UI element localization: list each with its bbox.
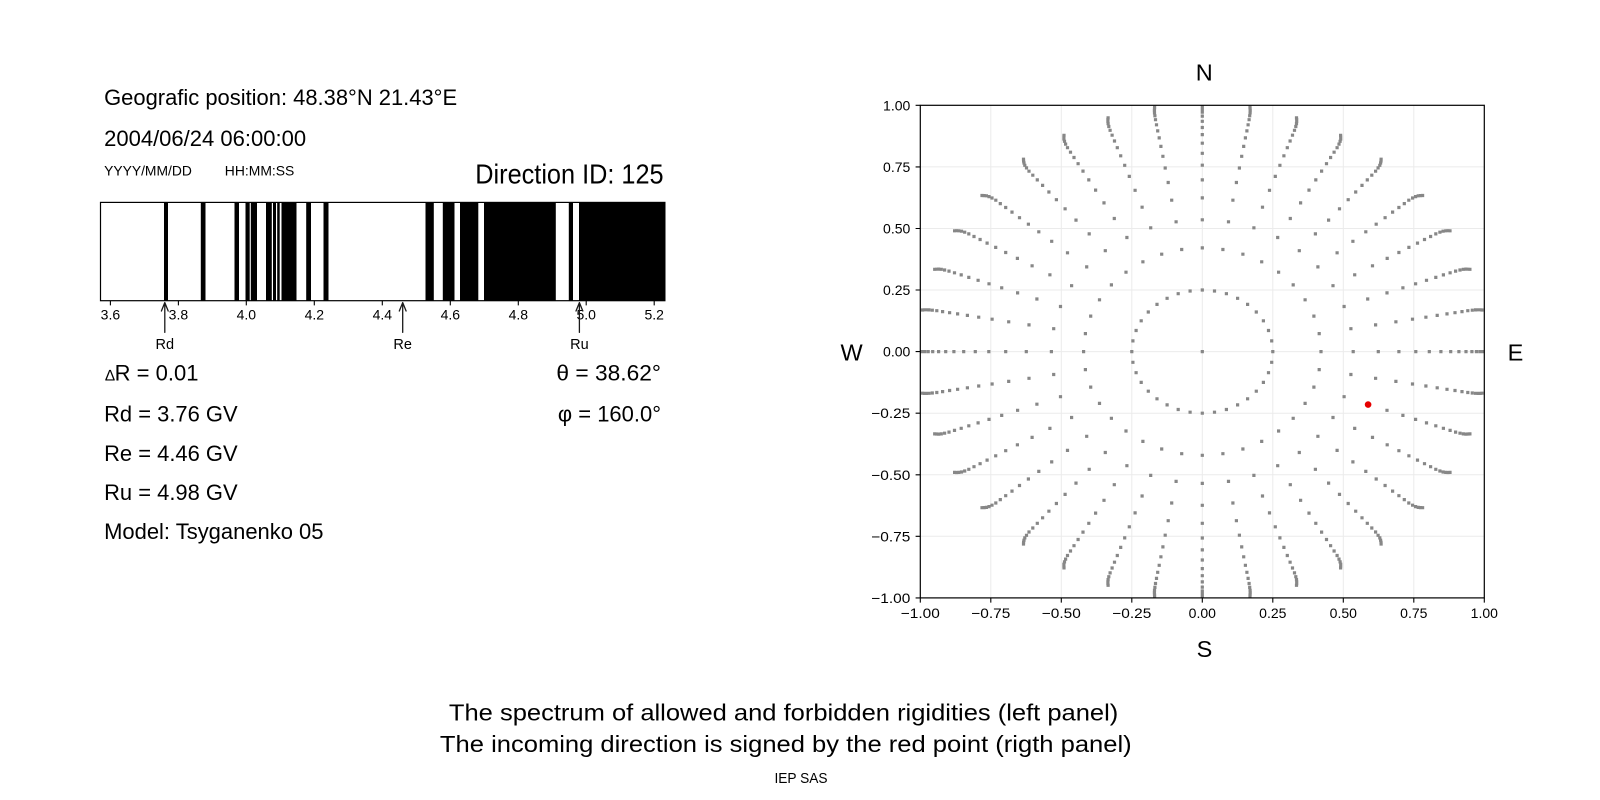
svg-text:4.4: 4.4 bbox=[373, 307, 393, 323]
svg-text:The spectrum of allowed and fo: The spectrum of allowed and forbidden ri… bbox=[449, 699, 1118, 725]
svg-text:N: N bbox=[1196, 59, 1213, 85]
svg-text:Model: Tsyganenko 05: Model: Tsyganenko 05 bbox=[104, 519, 323, 544]
svg-text:W: W bbox=[841, 340, 864, 366]
svg-text:∆R = 0.01: ∆R = 0.01 bbox=[105, 361, 198, 386]
svg-text:−0.25: −0.25 bbox=[1112, 605, 1151, 621]
svg-text:5.0: 5.0 bbox=[576, 307, 596, 323]
svg-text:−0.75: −0.75 bbox=[871, 528, 910, 544]
svg-text:Re = 4.46 GV: Re = 4.46 GV bbox=[104, 441, 238, 466]
svg-text:3.8: 3.8 bbox=[169, 307, 189, 323]
svg-text:4.0: 4.0 bbox=[237, 307, 257, 323]
svg-text:φ = 160.0°: φ = 160.0° bbox=[558, 402, 661, 427]
svg-text:YYYY/MM/DD: YYYY/MM/DD bbox=[104, 163, 192, 179]
svg-text:0.75: 0.75 bbox=[883, 159, 910, 175]
svg-text:0.25: 0.25 bbox=[883, 282, 910, 298]
svg-text:4.2: 4.2 bbox=[305, 307, 325, 323]
svg-text:E: E bbox=[1508, 340, 1524, 366]
svg-text:1.00: 1.00 bbox=[883, 97, 910, 113]
svg-text:θ = 38.62°: θ = 38.62° bbox=[556, 361, 661, 386]
svg-text:2004/06/24 06:00:00: 2004/06/24 06:00:00 bbox=[104, 126, 306, 151]
svg-text:4.8: 4.8 bbox=[509, 307, 529, 323]
svg-text:−0.75: −0.75 bbox=[971, 605, 1010, 621]
svg-text:Rd: Rd bbox=[156, 337, 175, 353]
svg-text:3.6: 3.6 bbox=[101, 307, 121, 323]
svg-text:0.75: 0.75 bbox=[1400, 605, 1427, 621]
svg-text:Ru: Ru bbox=[570, 337, 589, 353]
svg-text:1.00: 1.00 bbox=[1471, 605, 1498, 621]
svg-text:S: S bbox=[1197, 636, 1213, 662]
svg-text:0.00: 0.00 bbox=[883, 344, 910, 360]
svg-text:0.25: 0.25 bbox=[1259, 605, 1286, 621]
svg-text:−0.50: −0.50 bbox=[871, 467, 910, 483]
svg-text:HH:MM:SS: HH:MM:SS bbox=[225, 163, 294, 179]
svg-text:0.50: 0.50 bbox=[883, 221, 910, 237]
svg-text:−0.50: −0.50 bbox=[1042, 605, 1081, 621]
svg-text:Re: Re bbox=[393, 337, 412, 353]
svg-text:−1.00: −1.00 bbox=[901, 605, 940, 621]
svg-text:−0.25: −0.25 bbox=[871, 405, 910, 421]
svg-text:0.00: 0.00 bbox=[1189, 605, 1216, 621]
svg-text:The incoming direction is sign: The incoming direction is signed by the … bbox=[440, 731, 1132, 757]
svg-text:4.6: 4.6 bbox=[441, 307, 461, 323]
svg-text:−1.00: −1.00 bbox=[871, 590, 910, 606]
svg-text:Rd = 3.76 GV: Rd = 3.76 GV bbox=[104, 402, 238, 427]
svg-text:Direction ID: 125: Direction ID: 125 bbox=[475, 159, 663, 190]
svg-text:IEP SAS: IEP SAS bbox=[774, 770, 827, 787]
svg-text:5.2: 5.2 bbox=[644, 307, 664, 323]
svg-text:Geografic position: 48.38°N 21: Geografic position: 48.38°N 21.43°E bbox=[104, 85, 457, 110]
svg-text:0.50: 0.50 bbox=[1330, 605, 1357, 621]
svg-text:Ru = 4.98 GV: Ru = 4.98 GV bbox=[104, 480, 238, 505]
